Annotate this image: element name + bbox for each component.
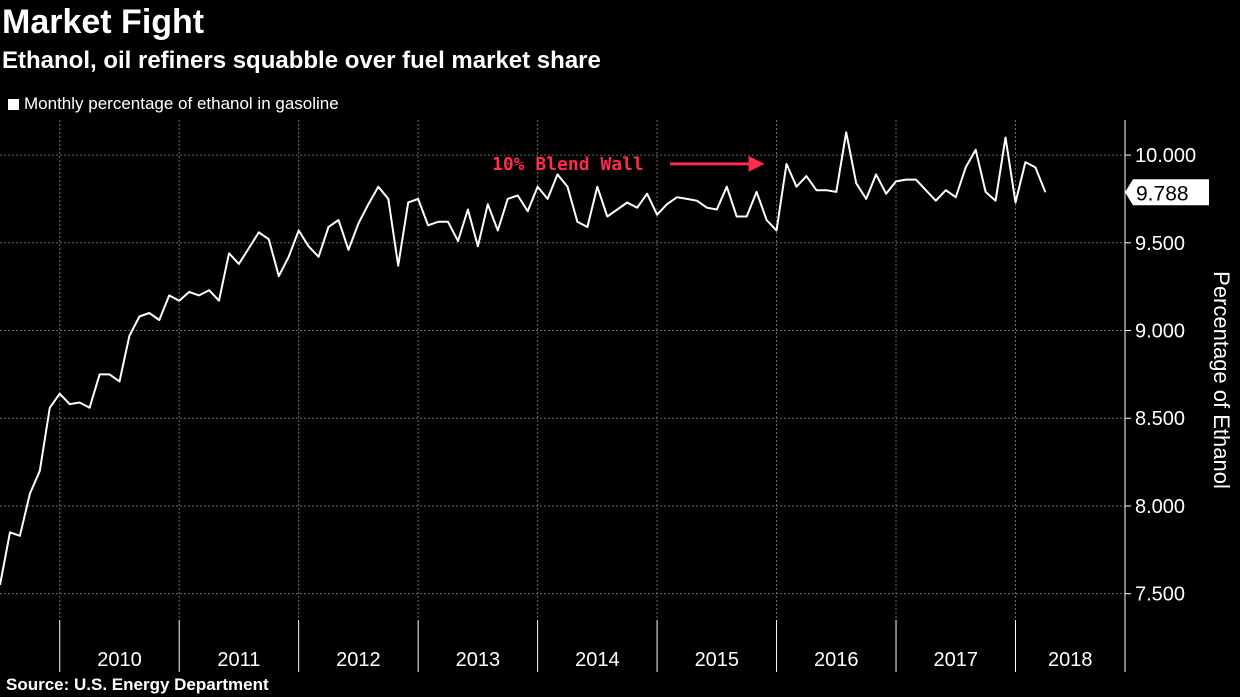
x-tick-label: 2016 xyxy=(814,649,859,671)
series-line-ethanol-share xyxy=(0,131,1047,586)
y-tick-label: 7.500 xyxy=(1135,584,1185,606)
last-value-label-text: 9.788 xyxy=(1136,182,1189,205)
y-tick-label: 8.000 xyxy=(1135,496,1185,518)
x-tick-label: 2018 xyxy=(1048,649,1093,671)
x-tick-labels: 2010 2011 2012 2013 2014 2015 2016 2017 2018 xyxy=(97,649,1092,671)
last-value-label: 9.788 xyxy=(1125,179,1209,206)
x-tick-label: 2011 xyxy=(217,649,260,671)
annotation-arrowhead xyxy=(748,155,765,172)
y-tick-label: 9.500 xyxy=(1135,233,1185,255)
y-tick-label: 8.500 xyxy=(1135,408,1185,430)
x-tick-label: 2015 xyxy=(695,649,740,671)
axis-layer xyxy=(59,120,1131,672)
y-tick-label: 9.000 xyxy=(1135,321,1185,343)
source-note: Source: U.S. Energy Department xyxy=(6,675,269,694)
annotation-layer: 10% Blend Wall xyxy=(492,154,765,175)
x-tick-label: 2017 xyxy=(934,649,979,671)
legend: Monthly percentage of ethanol in gasolin… xyxy=(8,93,339,115)
x-tick-label: 2012 xyxy=(336,649,381,671)
y-tick-labels: 7.500 8.000 8.500 9.000 9.500 10.000 xyxy=(1135,145,1196,606)
y-axis-label: Percentage of Ethanol xyxy=(1209,271,1234,489)
y-tick-label: 10.000 xyxy=(1135,145,1196,167)
legend-label: Monthly percentage of ethanol in gasolin… xyxy=(24,94,339,113)
grid-layer xyxy=(0,120,1125,620)
x-tick-label: 2013 xyxy=(456,649,501,671)
chart-subtitle: Ethanol, oil refiners squabble over fuel… xyxy=(2,47,601,74)
annotation-blend-wall: 10% Blend Wall xyxy=(492,154,644,175)
last-value-label-bg xyxy=(1125,179,1209,206)
x-tick-label: 2010 xyxy=(97,649,142,671)
legend-swatch xyxy=(8,98,19,110)
chart-title: Market Fight xyxy=(2,3,205,41)
x-tick-label: 2014 xyxy=(575,649,620,671)
